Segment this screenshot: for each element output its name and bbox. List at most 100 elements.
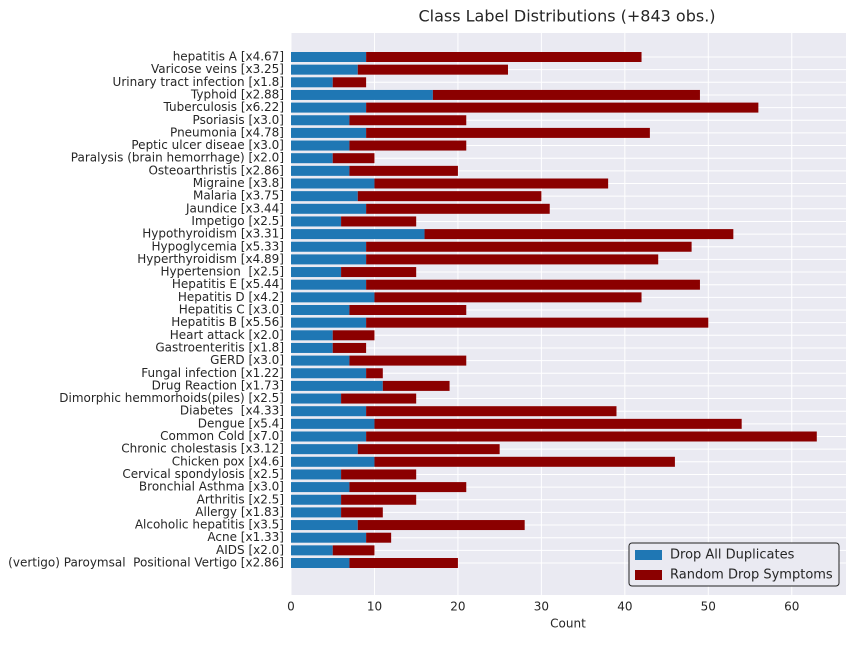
bar bbox=[291, 380, 383, 391]
y-tick-label: Common Cold [x7.0] bbox=[160, 429, 284, 443]
x-tick-label: 50 bbox=[701, 600, 716, 614]
bar bbox=[291, 368, 367, 379]
bar bbox=[291, 102, 367, 113]
y-tick-label: Hepatitis C [x3.0] bbox=[179, 303, 284, 317]
bar bbox=[349, 558, 458, 568]
bar bbox=[349, 355, 467, 366]
y-tick-label: Hypothyroidism [x3.31] bbox=[142, 227, 284, 241]
bar bbox=[366, 127, 650, 138]
y-tick-label: Malaria [x3.75] bbox=[193, 189, 284, 203]
x-tick-label: 60 bbox=[784, 600, 799, 614]
bar bbox=[366, 203, 550, 214]
y-tick-label: Chronic cholestasis [x3.12] bbox=[121, 442, 284, 456]
bar bbox=[341, 507, 383, 518]
y-tick-label: Tuberculosis [x6.22] bbox=[163, 100, 285, 114]
y-tick-label: AIDS [x2.0] bbox=[216, 543, 284, 557]
y-tick-label: Hypoglycemia [x5.33] bbox=[152, 239, 285, 253]
bar bbox=[349, 305, 467, 315]
bar bbox=[291, 203, 367, 214]
y-tick-label: Jaundice [x3.44] bbox=[185, 201, 284, 215]
bar bbox=[366, 431, 817, 442]
y-tick-label: Peptic ulcer diseae [x3.0] bbox=[131, 138, 284, 152]
y-tick-label: Drug Reaction [x1.73] bbox=[152, 378, 284, 392]
bar bbox=[357, 191, 542, 202]
y-tick-label: Varicose veins [x3.25] bbox=[151, 62, 284, 76]
bar bbox=[374, 418, 742, 429]
y-tick-label: Urinary tract infection [x1.8] bbox=[113, 75, 284, 89]
x-tick-label: 40 bbox=[617, 600, 632, 614]
bar bbox=[291, 229, 425, 240]
bar bbox=[366, 102, 759, 113]
y-tick-label: Allergy [x1.83] bbox=[195, 505, 284, 519]
legend-swatch bbox=[635, 570, 662, 580]
bar bbox=[291, 305, 350, 315]
y-tick-label: Osteoarthristis [x2.86] bbox=[148, 163, 284, 177]
bar bbox=[291, 532, 367, 543]
x-tick-label: 10 bbox=[367, 600, 382, 614]
y-tick-label: Fungal infection [x1.22] bbox=[141, 366, 284, 380]
bar bbox=[291, 178, 375, 189]
bar bbox=[291, 558, 350, 568]
bar bbox=[291, 89, 433, 100]
bar bbox=[374, 456, 675, 467]
bar bbox=[291, 406, 367, 417]
bar bbox=[374, 292, 642, 303]
legend-swatch bbox=[635, 550, 662, 560]
y-tick-label: Impetigo [x2.5] bbox=[191, 214, 284, 228]
y-tick-label: Psoriasis [x3.0] bbox=[193, 113, 284, 127]
y-tick-label: Dengue [x5.4] bbox=[198, 416, 284, 430]
y-tick-label: Paralysis (brain hemorrhage) [x2.0] bbox=[71, 151, 284, 165]
bar bbox=[349, 140, 467, 151]
y-tick-label: Hepatitis B [x5.56] bbox=[171, 315, 284, 329]
bar bbox=[291, 127, 367, 138]
y-tick-label: Pneumonia [x4.78] bbox=[170, 125, 284, 139]
bar bbox=[349, 482, 467, 493]
bar bbox=[291, 165, 350, 176]
bar bbox=[366, 254, 659, 265]
bar bbox=[291, 545, 333, 556]
bar bbox=[332, 342, 367, 353]
y-tick-label: Diabetes [x4.33] bbox=[180, 404, 284, 418]
bar bbox=[349, 165, 458, 176]
bar bbox=[291, 317, 367, 328]
bar bbox=[366, 368, 383, 379]
bar bbox=[374, 178, 609, 189]
y-tick-label: Cervical spondylosis [x2.5] bbox=[122, 467, 284, 481]
y-tick-label: Arthritis [x2.5] bbox=[197, 492, 284, 506]
y-tick-label: Heart attack [x2.0] bbox=[170, 328, 284, 342]
x-tick-label: 0 bbox=[287, 600, 295, 614]
bar bbox=[291, 153, 333, 164]
bar bbox=[341, 469, 417, 480]
y-tick-label: Alcoholic hepatitis [x3.5] bbox=[135, 518, 284, 532]
bar bbox=[382, 380, 450, 391]
bar bbox=[291, 191, 358, 202]
bar bbox=[291, 482, 350, 493]
bar bbox=[291, 64, 358, 75]
bar bbox=[291, 292, 375, 303]
bar bbox=[366, 317, 709, 328]
bar bbox=[291, 267, 342, 278]
bar bbox=[349, 115, 467, 126]
bar bbox=[366, 532, 392, 543]
y-tick-label: Hyperthyroidism [x4.89] bbox=[137, 252, 284, 266]
bar bbox=[357, 64, 508, 75]
bar bbox=[291, 342, 333, 353]
bar bbox=[332, 330, 375, 341]
y-tick-label: Migraine [x3.8] bbox=[193, 176, 284, 190]
legend-box bbox=[628, 542, 840, 587]
chart-title: Class Label Distributions (+843 obs.) bbox=[418, 7, 715, 26]
bar bbox=[291, 115, 350, 126]
y-tick-label: Gastroenteritis [x1.8] bbox=[155, 340, 284, 354]
bar bbox=[291, 444, 358, 455]
x-tick-label: 20 bbox=[450, 600, 465, 614]
bar bbox=[291, 355, 350, 366]
y-tick-label: hepatitis A [x4.67] bbox=[173, 50, 284, 64]
legend-label: Random Drop Symptoms bbox=[670, 568, 833, 583]
bar bbox=[291, 279, 367, 290]
bar bbox=[291, 520, 358, 531]
bar bbox=[432, 89, 700, 100]
bar bbox=[357, 444, 500, 455]
bar bbox=[424, 229, 734, 240]
legend-label: Drop All Duplicates bbox=[670, 548, 795, 563]
